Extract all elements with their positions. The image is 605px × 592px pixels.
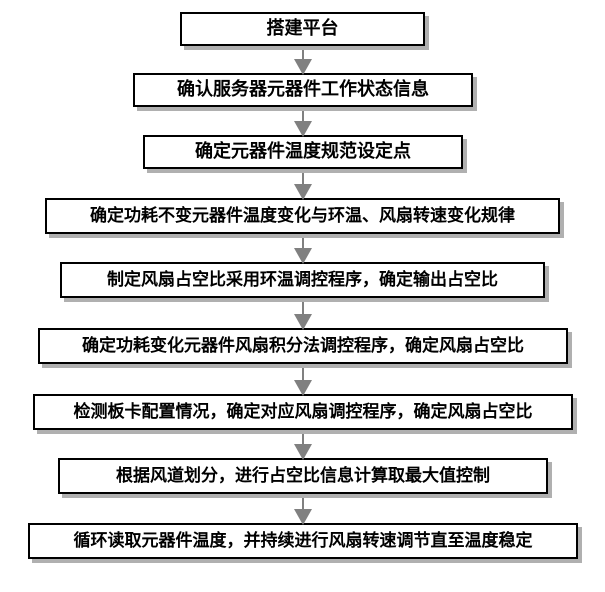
flowchart-node-n5: 制定风扇占空比采用环温调控程序，确定输出占空比 (60, 262, 545, 298)
flowchart-node-n9: 循环读取元器件温度，并持续进行风扇转速调节直至温度稳定 (28, 523, 578, 559)
flowchart-arrow-head (296, 316, 310, 328)
flowchart-arrow-head (296, 446, 310, 458)
flowchart-node-label: 搭建平台 (267, 18, 339, 40)
flowchart-node-label: 循环读取元器件温度，并持续进行风扇转速调节直至温度稳定 (74, 531, 533, 551)
flowchart-canvas: 搭建平台确认服务器元器件工作状态信息确定元器件温度规范设定点确定功耗不变元器件温… (0, 0, 605, 592)
flowchart-node-n1: 搭建平台 (180, 12, 425, 46)
flowchart-node-n8: 根据风道划分，进行占空比信息计算取最大值控制 (58, 458, 548, 494)
flowchart-node-label: 确认服务器元器件工作状态信息 (177, 79, 429, 101)
flowchart-node-label: 检测板卡配置情况，确定对应风扇调控程序，确定风扇占空比 (74, 402, 533, 422)
flowchart-node-label: 制定风扇占空比采用环温调控程序，确定输出占空比 (107, 270, 498, 290)
flowchart-arrow-head (296, 61, 310, 73)
flowchart-node-n6: 确定功耗变化元器件风扇积分法调控程序，确定风扇占空比 (38, 328, 568, 364)
flowchart-node-label: 确定功耗不变元器件温度变化与环温、风扇转速变化规律 (90, 206, 515, 226)
flowchart-node-n4: 确定功耗不变元器件温度变化与环温、风扇转速变化规律 (45, 198, 560, 234)
flowchart-arrow-head (296, 123, 310, 135)
flowchart-node-n7: 检测板卡配置情况，确定对应风扇调控程序，确定风扇占空比 (33, 394, 573, 430)
flowchart-arrow-head (296, 382, 310, 394)
flowchart-arrow-head (296, 511, 310, 523)
flowchart-arrow-head (296, 250, 310, 262)
flowchart-node-n3: 确定元器件温度规范设定点 (143, 135, 463, 169)
flowchart-node-label: 确定功耗变化元器件风扇积分法调控程序，确定风扇占空比 (82, 336, 524, 356)
flowchart-arrow-head (296, 186, 310, 198)
flowchart-node-label: 确定元器件温度规范设定点 (195, 141, 411, 163)
flowchart-node-n2: 确认服务器元器件工作状态信息 (133, 73, 473, 107)
flowchart-node-label: 根据风道划分，进行占空比信息计算取最大值控制 (116, 466, 490, 486)
